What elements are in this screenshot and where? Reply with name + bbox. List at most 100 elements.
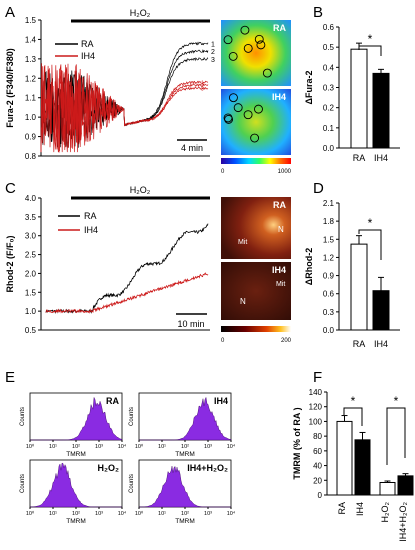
panel-e-x-tick-label: 10⁰ (26, 443, 35, 450)
panel-e-panel-label: IH4 (214, 396, 228, 406)
panel-f-y-tick-label: 80 (313, 432, 322, 441)
panel-a-y-tick-label: 1.2 (25, 74, 37, 83)
panel-e-x-tick-label: 10² (72, 511, 80, 517)
panel-d-y-tick-label: 0.3 (323, 308, 335, 317)
panel-b-significance: * (368, 32, 373, 46)
panel-b-y-tick-label: 0.3 (323, 84, 335, 93)
panel-a-stimulus-label: H₂O₂ (130, 8, 151, 18)
panel-f-y-tick-label: 0 (318, 491, 323, 500)
panel-e-x-tick-label: 10⁴ (227, 443, 236, 450)
panel-c-image-label: RA (273, 200, 286, 210)
panel-e-panel-label: RA (106, 396, 119, 406)
panel-c-stimulus-label: H₂O₂ (130, 185, 151, 195)
panel-a-legend-ra: RA (81, 39, 94, 49)
panel-d-category-label: RA (353, 339, 366, 349)
panel-a-ra-trace-label: 1 (211, 41, 215, 48)
panel-e-panel-label: H₂O₂ (98, 463, 120, 473)
panel-e-x-label: TMRM (175, 451, 195, 458)
panel-d-significance-bracket (358, 229, 382, 260)
panel-e-y-label: Counts (20, 474, 26, 493)
panel-f-y-tick-label: 20 (313, 476, 322, 485)
panel-c-legend-ih4: IH4 (84, 225, 98, 235)
panel-c-image-label: IH4 (272, 265, 286, 275)
panel-a-ra-trace-label: 3 (211, 57, 215, 64)
panel-c-legend-ra: RA (84, 211, 97, 221)
panel-e-x-tick-label: 10³ (204, 511, 212, 517)
panel-c-image (221, 262, 291, 320)
panel-f-y-label: TMRM (% of RA ) (292, 407, 302, 479)
panel-e-x-label: TMRM (175, 518, 195, 525)
panel-b-category-label: IH4 (374, 153, 388, 163)
panel-e-x-tick-label: 10² (181, 511, 189, 517)
panel-d-bar (372, 290, 390, 331)
panel-e-y-label: Counts (129, 407, 135, 426)
panel-f-significance: * (394, 394, 399, 408)
panel-a-image (221, 89, 291, 155)
panel-c-y-tick-label: 1.5 (25, 288, 37, 297)
panel-a-colorbar-min: 0 (221, 169, 225, 175)
panel-e-x-tick-label: 10² (181, 444, 189, 450)
panel-a-roi-circle (250, 133, 260, 143)
panel-e-x-tick-label: 10² (72, 444, 80, 450)
panel-e-x-tick-label: 10⁴ (227, 510, 236, 517)
panel-f-category-label: RA (337, 502, 347, 515)
panel-a-y-label: Fura-2 (F340/F380) (5, 48, 15, 128)
panel-e-histogram-fill (139, 465, 231, 508)
panel-d-bar (350, 243, 368, 331)
panel-e-x-tick-label: 10¹ (49, 444, 57, 450)
panel-e-x-tick-label: 10³ (95, 444, 103, 450)
panel-a-roi-circle (233, 103, 243, 113)
panel-d-y-tick-label: 2.1 (323, 199, 335, 208)
panel-e-histogram-fill (29, 462, 122, 508)
panel-e-x-tick-label: 10⁰ (135, 443, 144, 450)
panel-c-image-mark: Mit (276, 281, 285, 288)
panel-f-category-label: IH4+H₂O₂ (398, 501, 408, 541)
panel-a-image-label: IH4 (272, 92, 286, 102)
panel-e-x-label: TMRM (66, 451, 86, 458)
panel-d-y-tick-label: 0.0 (323, 326, 335, 335)
panel-c-y-tick-label: 0.5 (25, 326, 37, 335)
panel-a-ih4-trace-label: 1 (201, 81, 204, 87)
panel-f-significance: * (351, 394, 356, 408)
panel-d-y-tick-label: 0.6 (323, 290, 335, 299)
panel-b-bar (372, 72, 390, 149)
panel-a-ih4-trace-label: 3 (201, 87, 204, 93)
panel-e-x-tick-label: 10¹ (49, 511, 57, 517)
panel-b-y-tick-label: 0.2 (323, 104, 335, 113)
panel-a-image-label: RA (273, 23, 286, 33)
panel-a-roi-circle (243, 110, 253, 120)
panel-a-roi-circle (254, 34, 264, 44)
panel-f-y-tick-label: 40 (313, 462, 322, 471)
panel-e-x-label: TMRM (66, 518, 86, 525)
panel-f-y-tick-label: 120 (309, 403, 323, 412)
panel-c-y-tick-label: 2.5 (25, 251, 37, 260)
panel-a-scale-label: 4 min (181, 143, 203, 153)
panel-label-F: F (313, 369, 322, 386)
panel-a-trace-ih4 (40, 64, 209, 153)
panel-a-ra-trace-label: 2 (211, 49, 215, 56)
panel-e-histogram-fill (139, 396, 232, 441)
panel-a-y-tick-label: 1.1 (25, 94, 37, 103)
panel-c-y-label: Rhod-2 (F/F₀) (5, 235, 15, 292)
panel-b-y-tick-label: 0.5 (323, 43, 335, 52)
panel-c-y-tick-label: 2.0 (25, 269, 37, 278)
panel-a-colorbar (221, 158, 291, 164)
panel-c-image (221, 197, 291, 259)
panel-label-A: A (5, 4, 15, 21)
panel-label-C: C (5, 180, 16, 197)
panel-c-colorbar (221, 326, 291, 332)
panel-b-significance-bracket (358, 45, 382, 56)
panel-c-colorbar-min: 0 (221, 338, 225, 344)
panel-a-y-tick-label: 0.8 (25, 152, 37, 161)
panel-e-x-tick-label: 10⁰ (135, 510, 144, 517)
panel-c-y-tick-label: 1.0 (25, 307, 37, 316)
panel-a-roi-circle (223, 35, 233, 45)
panel-a-y-tick-label: 1.5 (25, 16, 37, 25)
panel-b-y-tick-label: 0.6 (323, 23, 335, 32)
panel-f-y-tick-label: 60 (313, 447, 322, 456)
panel-c-colorbar-max: 200 (281, 338, 292, 344)
panel-a-roi-circle (228, 51, 238, 61)
panel-d-y-label: ΔRhod-2 (304, 248, 314, 285)
panel-b-y-tick-label: 0.1 (323, 124, 335, 133)
